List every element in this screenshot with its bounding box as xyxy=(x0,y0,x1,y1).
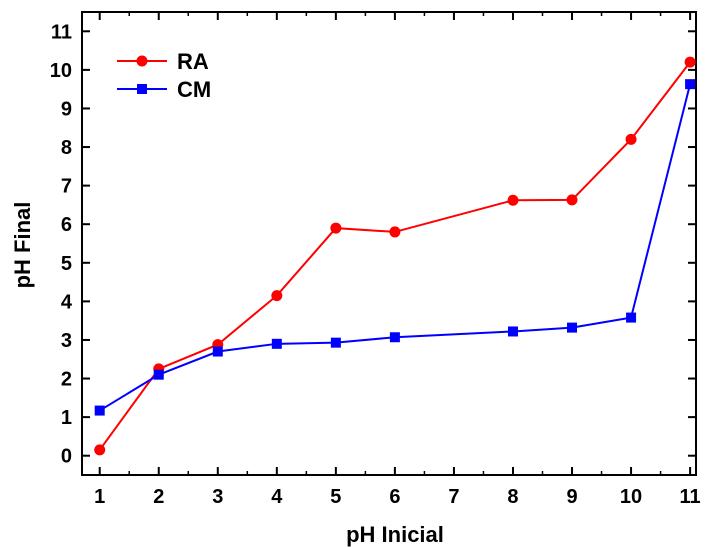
x-tick-label: 4 xyxy=(271,486,283,508)
y-tick-label: 7 xyxy=(61,176,72,198)
legend-marker-ra xyxy=(136,55,148,67)
y-tick-label: 0 xyxy=(61,446,72,468)
series-line-ra xyxy=(98,61,691,451)
data-point-ra xyxy=(566,194,578,206)
x-tick-label: 2 xyxy=(153,486,164,508)
data-point-ra xyxy=(94,444,106,456)
data-point-cm xyxy=(212,346,223,357)
data-point-cm xyxy=(507,326,518,337)
x-tick-label: 9 xyxy=(566,486,577,508)
y-tick-label: 3 xyxy=(61,330,72,352)
data-point-cm xyxy=(626,312,637,323)
data-point-cm xyxy=(567,322,578,333)
data-point-ra xyxy=(507,194,519,206)
data-point-ra xyxy=(684,56,696,68)
x-tick-label: 6 xyxy=(389,486,400,508)
x-tick-label: 1 xyxy=(94,486,105,508)
data-point-cm xyxy=(94,405,105,416)
y-tick-label: 9 xyxy=(61,98,72,120)
plot-frame xyxy=(81,11,697,476)
legend: RA CM xyxy=(117,49,211,102)
data-point-cm xyxy=(271,338,282,349)
x-tick-label: 3 xyxy=(212,486,223,508)
x-tick-label: 11 xyxy=(680,486,701,508)
y-axis-label: pH Final xyxy=(10,202,35,289)
y-tick-label: 8 xyxy=(61,137,72,159)
x-axis: 1 2 3 4 5 6 7 8 9 10 11 xyxy=(94,12,701,508)
y-tick-label: 1 xyxy=(61,407,72,429)
data-point-ra xyxy=(389,226,401,238)
y-tick-label: 5 xyxy=(61,253,72,275)
x-tick-label: 7 xyxy=(448,486,459,508)
x-tick-label: 10 xyxy=(620,486,642,508)
data-point-cm xyxy=(685,79,696,90)
y-tick-label: 4 xyxy=(61,291,73,313)
data-point-ra xyxy=(625,133,637,145)
data-point-cm xyxy=(389,332,400,343)
x-tick-label: 5 xyxy=(330,486,341,508)
data-point-ra xyxy=(330,222,342,234)
y-axis: 0 1 2 3 4 5 6 7 8 9 10 11 xyxy=(50,21,696,468)
y-tick-label: 11 xyxy=(51,21,72,43)
y-tick-label: 6 xyxy=(61,214,72,236)
x-tick-label: 8 xyxy=(507,486,518,508)
y-tick-label: 2 xyxy=(61,369,72,391)
y-tick-label: 10 xyxy=(50,60,72,82)
legend-marker-cm xyxy=(137,84,147,94)
series-layer xyxy=(94,56,696,456)
series-line-cm xyxy=(99,83,692,412)
data-point-ra xyxy=(271,290,283,302)
data-point-cm xyxy=(153,369,164,380)
x-axis-label: pH Inicial xyxy=(346,522,444,547)
data-point-cm xyxy=(330,337,341,348)
legend-label-ra: RA xyxy=(177,49,209,74)
legend-label-cm: CM xyxy=(177,77,211,102)
